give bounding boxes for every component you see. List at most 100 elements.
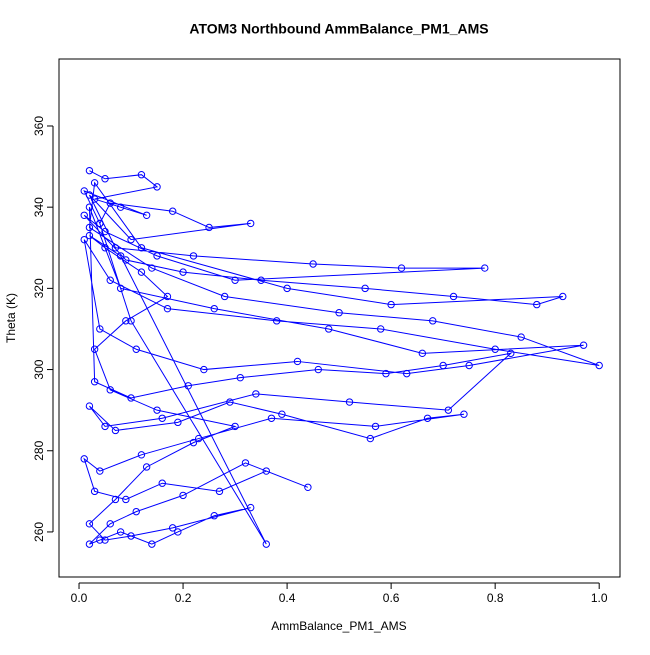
- data-point: [335, 309, 343, 317]
- data-point: [226, 398, 234, 406]
- y-tick-label: 260: [32, 522, 46, 542]
- data-point: [418, 349, 427, 358]
- data-point: [116, 284, 125, 293]
- data-point: [148, 264, 156, 272]
- data-point: [111, 495, 120, 504]
- data-point: [132, 345, 140, 353]
- data-point: [267, 414, 276, 422]
- data-point: [184, 382, 192, 390]
- data-point: [111, 426, 120, 435]
- data-point: [314, 365, 323, 374]
- data-point: [127, 235, 135, 244]
- y-tick-label: 340: [32, 197, 46, 217]
- plot-frame: [58, 58, 621, 578]
- data-point: [137, 244, 146, 252]
- y-axis-title: Theta (K): [4, 293, 18, 343]
- data-point: [377, 325, 385, 333]
- data-point: [215, 487, 224, 496]
- data-point: [106, 199, 114, 207]
- data-point: [325, 325, 333, 333]
- x-tick-label: 0.4: [279, 591, 296, 605]
- data-point: [507, 349, 515, 358]
- data-point: [106, 520, 114, 528]
- data-point: [163, 304, 172, 313]
- y-tick-label: 280: [32, 440, 46, 460]
- data-point: [153, 406, 161, 414]
- data-point: [106, 386, 114, 394]
- data-point: [241, 459, 250, 467]
- data-point: [465, 361, 473, 370]
- data-point: [517, 333, 525, 341]
- x-tick-label: 0.6: [383, 591, 400, 605]
- data-point: [90, 179, 99, 187]
- data-point: [122, 256, 130, 264]
- data-point: [122, 317, 130, 325]
- data-point: [158, 479, 166, 487]
- data-point: [127, 532, 135, 540]
- data-point: [90, 378, 99, 386]
- data-point: [205, 223, 213, 232]
- data-point: [595, 361, 603, 370]
- data-point: [189, 438, 198, 447]
- data-point: [194, 434, 203, 443]
- data-point: [90, 345, 99, 353]
- data-point: [236, 373, 244, 382]
- data-point: [439, 361, 447, 370]
- data-point: [96, 467, 104, 475]
- data-point: [231, 422, 239, 431]
- data-point: [449, 292, 458, 301]
- data-point: [252, 390, 260, 398]
- data-point: [96, 536, 104, 544]
- data-point: [111, 244, 120, 252]
- data-point: [533, 300, 541, 309]
- data-point: [116, 203, 125, 211]
- data-point: [90, 487, 99, 496]
- data-point: [179, 268, 187, 276]
- data-point: [85, 520, 94, 528]
- chart-title: ATOM3 Northbound AmmBalance_PM1_AMS: [189, 21, 488, 37]
- data-point: [246, 503, 255, 512]
- data-point: [142, 463, 151, 471]
- data-point: [142, 211, 151, 219]
- data-point: [174, 418, 182, 427]
- data-point: [345, 398, 354, 406]
- data-point: [397, 264, 406, 272]
- data-point: [132, 507, 140, 516]
- data-point: [371, 422, 380, 431]
- data-point: [158, 414, 166, 422]
- data-point: [85, 223, 94, 232]
- data-point: [127, 317, 135, 325]
- data-point: [85, 402, 94, 410]
- data-point: [85, 166, 94, 175]
- data-point: [366, 434, 375, 443]
- data-point: [174, 528, 182, 536]
- data-point: [189, 252, 198, 260]
- data-point: [148, 540, 156, 548]
- data-point: [304, 483, 312, 491]
- y-tick-label: 300: [32, 359, 46, 379]
- data-point: [179, 491, 187, 500]
- data-point: [210, 512, 218, 520]
- data-point: [101, 422, 109, 431]
- data-point: [168, 524, 177, 532]
- data-point: [460, 410, 468, 418]
- data-point: [491, 345, 499, 353]
- data-point: [116, 252, 125, 260]
- x-tick-label: 0.2: [175, 591, 192, 605]
- data-point: [153, 183, 161, 191]
- data-point: [85, 231, 94, 240]
- data-point: [262, 467, 270, 475]
- data-point: [85, 203, 94, 211]
- data-point: [80, 455, 88, 463]
- data-point: [80, 187, 88, 195]
- data-point: [137, 170, 146, 179]
- data-point: [200, 365, 208, 374]
- data-point: [382, 369, 390, 378]
- data-point: [423, 414, 432, 422]
- data-line: [83, 170, 600, 545]
- data-point: [106, 276, 114, 284]
- data-point: [80, 211, 88, 219]
- x-tick-label: 0.0: [71, 591, 88, 605]
- data-point: [387, 300, 395, 309]
